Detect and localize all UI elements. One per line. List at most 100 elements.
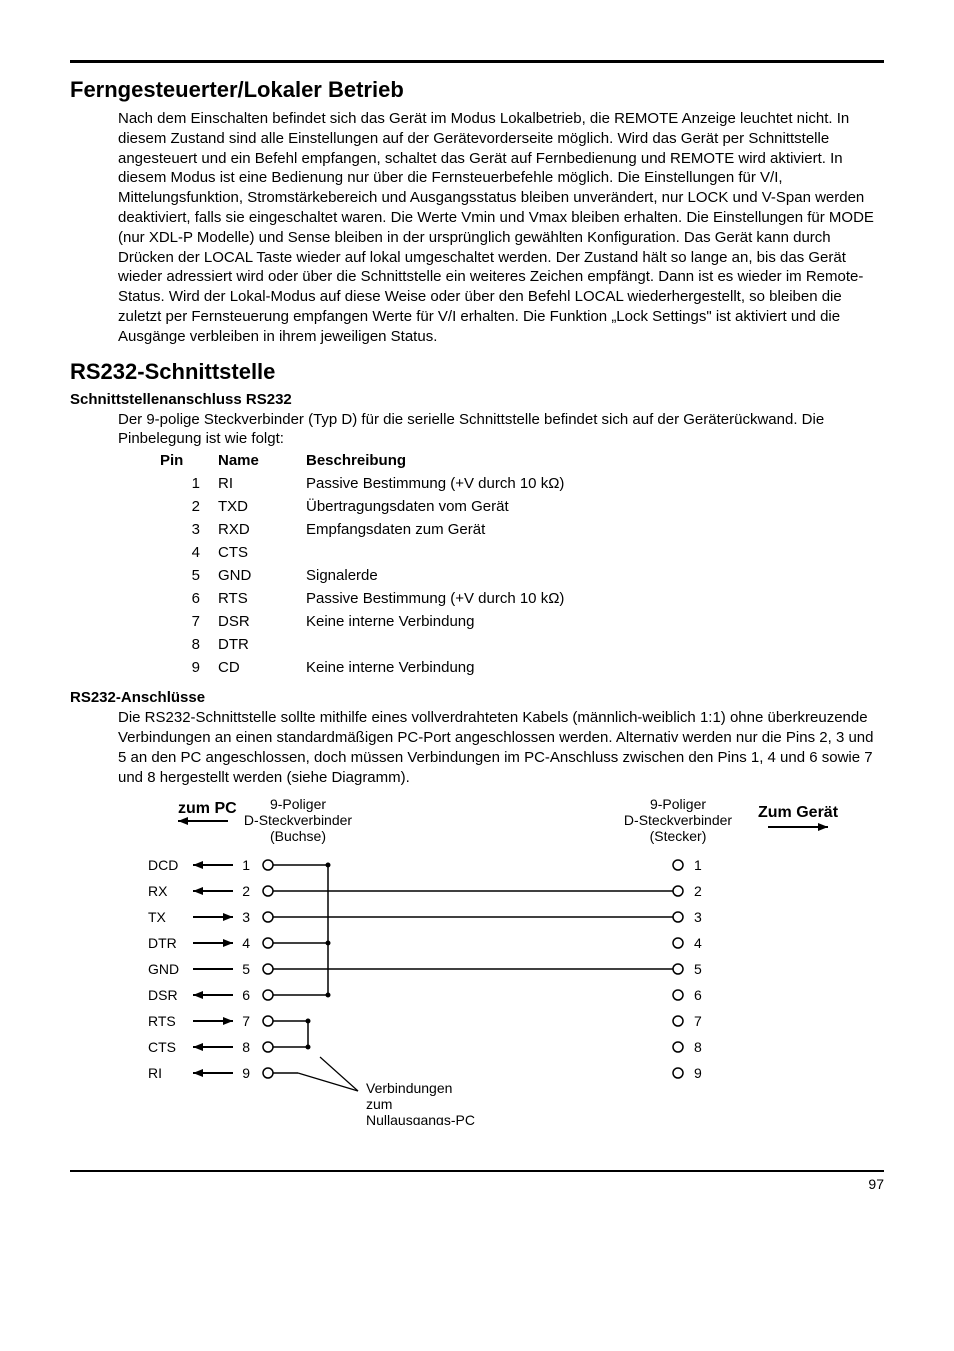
pin-cell: 3 xyxy=(160,518,218,541)
desc-cell: Passive Bestimmung (+V durch 10 kΩ) xyxy=(306,587,582,610)
signal-label: TX xyxy=(148,909,167,925)
left-conn-line3: (Buchse) xyxy=(270,828,326,844)
signal-label: DCD xyxy=(148,857,178,873)
pin-cell: 4 xyxy=(160,541,218,564)
loop-note-1: Verbindungen xyxy=(366,1080,452,1096)
name-cell: RTS xyxy=(218,587,306,610)
page-number: 97 xyxy=(70,1176,884,1192)
left-conn-line2: D-Steckverbinder xyxy=(244,812,352,828)
device-pin xyxy=(673,886,683,896)
table-row: 8DTR xyxy=(160,633,582,656)
desc-cell: Keine interne Verbindung xyxy=(306,610,582,633)
th-desc: Beschreibung xyxy=(306,449,582,472)
device-pin xyxy=(673,860,683,870)
zum-pc-label: zum PC xyxy=(178,800,237,817)
device-pin xyxy=(673,1068,683,1078)
device-pin xyxy=(673,990,683,1000)
section1-title: Ferngesteuerter/Lokaler Betrieb xyxy=(70,77,884,103)
pin-cell: 7 xyxy=(160,610,218,633)
pin-num-left: 3 xyxy=(242,909,250,925)
device-pin xyxy=(673,938,683,948)
pc-pin xyxy=(263,938,273,948)
sub1-heading: Schnittstellenanschluss RS232 xyxy=(70,391,884,408)
pin-num-left: 5 xyxy=(242,961,250,977)
name-cell: DSR xyxy=(218,610,306,633)
table-row: 4CTS xyxy=(160,541,582,564)
signal-label: GND xyxy=(148,961,179,977)
pin-table: Pin Name Beschreibung 1RIPassive Bestimm… xyxy=(160,449,582,679)
pin-num-right: 5 xyxy=(694,961,702,977)
desc-cell xyxy=(306,541,582,564)
table-row: 7DSRKeine interne Verbindung xyxy=(160,610,582,633)
desc-cell: Passive Bestimmung (+V durch 10 kΩ) xyxy=(306,472,582,495)
pin-cell: 6 xyxy=(160,587,218,610)
pc-pin xyxy=(263,886,273,896)
pc-pin xyxy=(263,860,273,870)
sub1-body: Der 9-polige Steckverbinder (Typ D) für … xyxy=(118,410,884,450)
sub2-body: Die RS232-Schnittstelle sollte mithilfe … xyxy=(118,708,884,787)
pc-pin xyxy=(263,1068,273,1078)
device-pin xyxy=(673,1042,683,1052)
left-conn-line1: 9-Poliger xyxy=(270,796,326,812)
pin-num-right: 7 xyxy=(694,1013,702,1029)
signal-label: RI xyxy=(148,1065,162,1081)
name-cell: TXD xyxy=(218,495,306,518)
loop-note-2: zum xyxy=(366,1096,392,1112)
right-conn-line1: 9-Poliger xyxy=(650,796,706,812)
zum-geraet-label: Zum Gerät xyxy=(758,804,839,821)
signal-label: RTS xyxy=(148,1013,176,1029)
pin-num-right: 9 xyxy=(694,1065,702,1081)
table-row: 6RTSPassive Bestimmung (+V durch 10 kΩ) xyxy=(160,587,582,610)
device-pin xyxy=(673,964,683,974)
desc-cell: Übertragungsdaten vom Gerät xyxy=(306,495,582,518)
pin-num-left: 4 xyxy=(242,935,250,951)
pin-num-left: 1 xyxy=(242,857,250,873)
pin-num-left: 6 xyxy=(242,987,250,1003)
table-row: 1RIPassive Bestimmung (+V durch 10 kΩ) xyxy=(160,472,582,495)
th-pin: Pin xyxy=(160,449,218,472)
pin-num-right: 6 xyxy=(694,987,702,1003)
signal-label: DSR xyxy=(148,987,178,1003)
device-pin xyxy=(673,912,683,922)
pin-cell: 2 xyxy=(160,495,218,518)
pin-num-right: 2 xyxy=(694,883,702,899)
pin-cell: 5 xyxy=(160,564,218,587)
name-cell: GND xyxy=(218,564,306,587)
pin-cell: 1 xyxy=(160,472,218,495)
name-cell: RI xyxy=(218,472,306,495)
pin-num-left: 2 xyxy=(242,883,250,899)
pc-pin xyxy=(263,964,273,974)
right-conn-line2: D-Steckverbinder xyxy=(624,812,732,828)
pin-cell: 9 xyxy=(160,656,218,679)
table-row: 9CDKeine interne Verbindung xyxy=(160,656,582,679)
table-row: 2TXDÜbertragungsdaten vom Gerät xyxy=(160,495,582,518)
pin-cell: 8 xyxy=(160,633,218,656)
section2-title: RS232-Schnittstelle xyxy=(70,359,884,385)
signal-label: RX xyxy=(148,883,168,899)
pin-num-right: 3 xyxy=(694,909,702,925)
device-pin xyxy=(673,1016,683,1026)
pin-num-right: 1 xyxy=(694,857,702,873)
pin-num-left: 7 xyxy=(242,1013,250,1029)
rs232-diagram: zum PC9-PoligerD-Steckverbinder(Buchse)9… xyxy=(118,795,884,1130)
pin-num-left: 8 xyxy=(242,1039,250,1055)
desc-cell: Keine interne Verbindung xyxy=(306,656,582,679)
right-conn-line3: (Stecker) xyxy=(650,828,707,844)
desc-cell: Signalerde xyxy=(306,564,582,587)
pc-pin xyxy=(263,1042,273,1052)
section1-body: Nach dem Einschalten befindet sich das G… xyxy=(118,109,884,347)
th-name: Name xyxy=(218,449,306,472)
signal-label: DTR xyxy=(148,935,177,951)
name-cell: CTS xyxy=(218,541,306,564)
pin-num-left: 9 xyxy=(242,1065,250,1081)
name-cell: CD xyxy=(218,656,306,679)
table-row: 5GNDSignalerde xyxy=(160,564,582,587)
pin-num-right: 4 xyxy=(694,935,702,951)
signal-label: CTS xyxy=(148,1039,176,1055)
pin-num-right: 8 xyxy=(694,1039,702,1055)
name-cell: RXD xyxy=(218,518,306,541)
name-cell: DTR xyxy=(218,633,306,656)
pc-pin xyxy=(263,912,273,922)
desc-cell xyxy=(306,633,582,656)
table-row: 3RXDEmpfangsdaten zum Gerät xyxy=(160,518,582,541)
